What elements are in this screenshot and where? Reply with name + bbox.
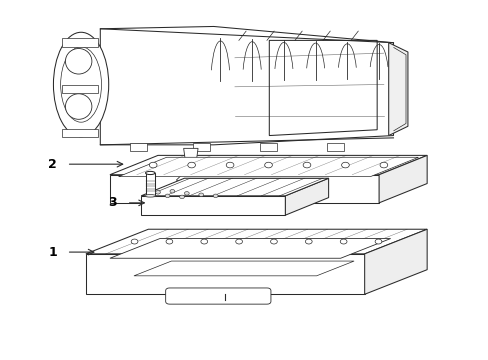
- Circle shape: [226, 162, 233, 168]
- Polygon shape: [364, 229, 427, 294]
- Polygon shape: [61, 129, 98, 138]
- Circle shape: [341, 162, 348, 168]
- Circle shape: [264, 162, 272, 168]
- Ellipse shape: [145, 171, 155, 175]
- Polygon shape: [118, 157, 418, 177]
- Circle shape: [165, 194, 170, 198]
- Ellipse shape: [65, 49, 92, 74]
- Polygon shape: [145, 173, 154, 196]
- Circle shape: [303, 162, 310, 168]
- Text: 3: 3: [108, 196, 117, 210]
- Polygon shape: [141, 196, 285, 215]
- Polygon shape: [110, 175, 378, 203]
- Circle shape: [270, 239, 277, 244]
- Text: 1: 1: [48, 246, 57, 258]
- Circle shape: [131, 239, 138, 244]
- Polygon shape: [183, 148, 198, 166]
- Circle shape: [235, 239, 242, 244]
- Polygon shape: [61, 39, 98, 47]
- Polygon shape: [86, 229, 427, 254]
- Circle shape: [201, 239, 207, 244]
- Circle shape: [213, 194, 218, 198]
- FancyBboxPatch shape: [165, 288, 270, 304]
- Polygon shape: [192, 143, 209, 151]
- Circle shape: [199, 193, 203, 197]
- Polygon shape: [110, 239, 390, 258]
- Polygon shape: [378, 156, 427, 203]
- Circle shape: [184, 192, 189, 195]
- Polygon shape: [110, 156, 427, 175]
- Polygon shape: [141, 178, 328, 196]
- Polygon shape: [100, 27, 393, 145]
- Circle shape: [379, 162, 387, 168]
- Circle shape: [187, 162, 195, 168]
- Circle shape: [374, 239, 381, 244]
- Polygon shape: [130, 143, 147, 151]
- Polygon shape: [61, 85, 98, 93]
- Circle shape: [149, 162, 157, 168]
- Text: 2: 2: [48, 158, 57, 171]
- Polygon shape: [134, 261, 353, 276]
- Circle shape: [340, 239, 346, 244]
- Ellipse shape: [65, 94, 92, 119]
- Circle shape: [166, 239, 172, 244]
- Polygon shape: [326, 143, 344, 151]
- Polygon shape: [285, 178, 328, 215]
- Circle shape: [305, 239, 311, 244]
- Circle shape: [155, 190, 160, 194]
- Circle shape: [179, 195, 184, 199]
- Polygon shape: [259, 143, 277, 151]
- Polygon shape: [86, 254, 364, 294]
- Circle shape: [170, 189, 174, 193]
- Polygon shape: [388, 43, 407, 136]
- Ellipse shape: [53, 32, 108, 137]
- Ellipse shape: [144, 194, 156, 197]
